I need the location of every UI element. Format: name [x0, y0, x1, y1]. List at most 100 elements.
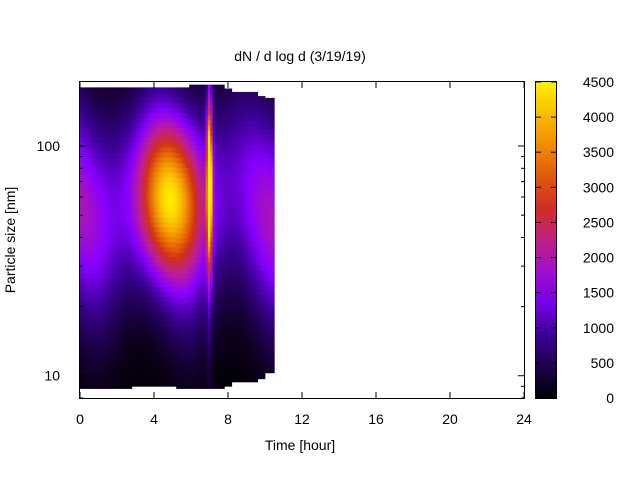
heatmap-cell [241, 140, 244, 146]
heatmap-cell [159, 381, 163, 387]
heatmap-cell [196, 226, 199, 232]
heatmap-cell [236, 135, 240, 141]
heatmap-cell [131, 162, 135, 168]
heatmap-cell [98, 112, 102, 118]
heatmap-cell [207, 322, 211, 329]
heatmap-cell [255, 236, 258, 243]
heatmap-cell [217, 99, 221, 106]
heatmap-cell [80, 202, 83, 209]
heatmap-cell [212, 378, 216, 384]
heatmap-cell [189, 120, 192, 126]
heatmap-cell [120, 242, 123, 249]
heatmap-cell [152, 206, 156, 213]
heatmap-cell [231, 111, 235, 117]
heatmap-cell [260, 100, 263, 106]
heatmap-cell [159, 321, 163, 327]
heatmap-cell [178, 278, 181, 284]
heatmap-cell [231, 116, 235, 122]
heatmap-cell [148, 206, 151, 213]
heatmap-cell [248, 246, 251, 252]
heatmap-cell [212, 241, 216, 248]
heatmap-cell [117, 202, 121, 209]
heatmap-cell [191, 150, 195, 156]
heatmap-cell [171, 286, 175, 293]
heatmap-cell [193, 226, 197, 232]
heatmap-cell [162, 117, 165, 123]
heatmap-cell [112, 373, 116, 379]
heatmap-cell [182, 102, 186, 108]
heatmap-cell [152, 142, 156, 148]
heatmap-cell [245, 270, 249, 276]
heatmap-cell [105, 92, 109, 98]
heatmap-cell [129, 147, 133, 154]
heatmap-cell [89, 197, 93, 204]
heatmap-cell [193, 191, 197, 197]
heatmap-cell [193, 261, 197, 268]
heatmap-cell [169, 231, 172, 238]
heatmap-cell [159, 117, 163, 123]
heatmap-cell [96, 217, 100, 224]
heatmap-cell [198, 246, 202, 253]
heatmap-cell [229, 291, 233, 298]
heatmap-cell [221, 196, 225, 202]
heatmap-cell [245, 319, 249, 325]
heatmap-cell [98, 273, 102, 279]
heatmap-cell [191, 160, 195, 167]
heatmap-cell [198, 196, 202, 202]
heatmap-cell [267, 212, 271, 218]
heatmap-cell [176, 378, 179, 384]
heatmap-cell [248, 203, 251, 209]
heatmap-cell [138, 102, 142, 108]
heatmap-cell [203, 216, 206, 222]
heatmap-cell [136, 87, 140, 93]
heatmap-cell [115, 152, 119, 159]
heatmap-cell [155, 236, 158, 243]
heatmap-cell [226, 177, 230, 184]
heatmap-cell [257, 213, 261, 219]
heatmap-cell [166, 167, 170, 173]
heatmap-cell [219, 221, 223, 227]
heatmap-cell [217, 120, 221, 126]
heatmap-cell [234, 270, 237, 276]
heatmap-cell [129, 197, 133, 204]
heatmap-cell [129, 338, 133, 344]
heatmap-cell [262, 279, 266, 285]
heatmap-cell [265, 166, 268, 172]
heatmap-cell [141, 291, 144, 297]
heatmap-cell [189, 130, 192, 136]
heatmap-cell [269, 139, 273, 145]
heatmap-cell [207, 226, 211, 232]
heatmap-cell [117, 172, 121, 179]
heatmap-cell [112, 97, 116, 103]
heatmap-cell [103, 87, 107, 93]
heatmap-cell [91, 137, 95, 143]
heatmap-cell [260, 133, 263, 139]
heatmap-cell [87, 172, 90, 179]
heatmap-cell [260, 265, 263, 271]
heatmap-cell [214, 185, 218, 192]
heatmap-cell [269, 194, 273, 200]
heatmap-cell [98, 122, 102, 128]
heatmap-cell [257, 369, 261, 375]
heatmap-cell [214, 145, 218, 151]
heatmap-cell [155, 201, 158, 208]
heatmap-cell [182, 147, 186, 154]
heatmap-cell [184, 132, 188, 138]
heatmap-cell [193, 241, 197, 248]
heatmap-cell [205, 347, 209, 354]
heatmap-cell [141, 162, 144, 168]
heatmap-cell [180, 182, 184, 189]
heatmap-cell [212, 155, 216, 162]
heatmap-cell [105, 127, 109, 133]
heatmap-cell [265, 244, 268, 250]
heatmap-cell [122, 368, 126, 374]
heatmap-cell [255, 352, 258, 359]
heatmap-cell [203, 89, 206, 96]
heatmap-cell [89, 263, 93, 269]
heatmap-cell [265, 162, 268, 168]
heatmap-cell [108, 343, 111, 349]
heatmap-cell [248, 154, 251, 160]
heatmap-cell [176, 348, 179, 354]
heatmap-cell [127, 253, 130, 259]
heatmap-cell [155, 196, 158, 203]
